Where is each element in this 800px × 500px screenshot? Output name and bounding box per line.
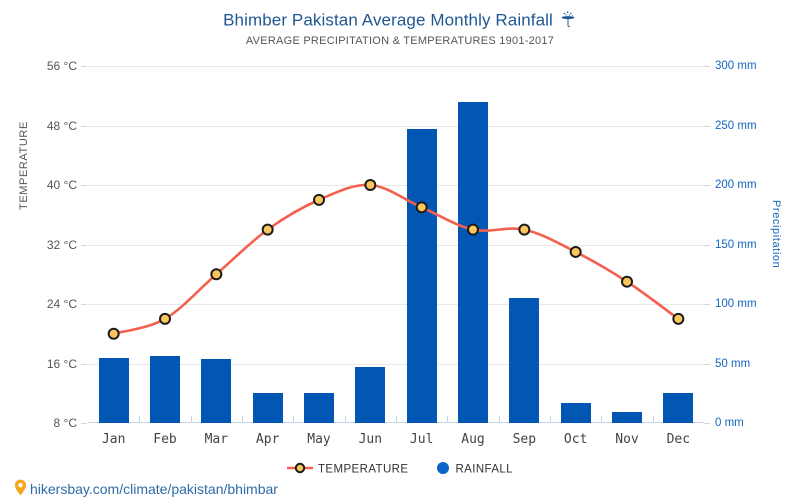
right-axis-tick (704, 423, 710, 424)
rainfall-bar[interactable] (355, 367, 386, 423)
gridline (88, 125, 704, 127)
x-axis-tick (242, 416, 243, 423)
rainfall-bar[interactable] (150, 356, 180, 423)
right-axis-tick-label: 150 mm (715, 238, 757, 251)
plot-area: 8 °C 0 mm 16 °C 50 mm 24 °C 100 mm 32 °C 150 mm… (47, 59, 757, 430)
x-axis-tick (344, 416, 346, 423)
left-axis-tick-label: 32 °C (46, 237, 77, 252)
right-axis-tick (704, 244, 710, 246)
rainfall-bar[interactable] (406, 129, 437, 423)
map-pin-icon (14, 479, 27, 499)
left-axis-title: TEMPERATURE (18, 121, 30, 210)
left-axis-tick-label: 48 °C (46, 118, 77, 133)
right-axis-tick-label: 50 mm (715, 357, 751, 370)
x-axis-label: Nov (615, 432, 639, 447)
gridline (88, 66, 704, 67)
left-axis-tick-label: 16 °C (46, 356, 77, 371)
rainfall-bar[interactable] (612, 412, 642, 423)
x-axis-label: Sep (512, 432, 537, 447)
right-axis-tick-label: 100 mm (715, 298, 757, 310)
rainfall-bar[interactable] (509, 298, 540, 423)
left-axis-tick-label: 24 °C (46, 297, 77, 311)
x-axis-tick (601, 416, 603, 423)
right-axis-tick (704, 304, 710, 305)
left-axis-tick (81, 363, 87, 365)
left-axis-tick-label: 56 °C (46, 59, 77, 73)
legend-line-marker-icon (287, 462, 313, 477)
gridline (88, 185, 704, 186)
x-axis-label: Feb (153, 432, 177, 447)
left-axis-tick-label: 8 °C (53, 416, 77, 430)
rainfall-bar[interactable] (201, 358, 232, 423)
left-axis-tick (81, 304, 87, 305)
right-axis-title: Precipitation (770, 200, 782, 269)
x-axis-label: Jan (101, 432, 126, 447)
left-axis-tick-label: 40 °C (46, 178, 77, 192)
right-axis-tick (704, 125, 710, 127)
left-axis-tick (81, 244, 87, 246)
x-axis-tick (139, 416, 141, 423)
gridline (88, 304, 704, 305)
x-axis-label: Oct (563, 432, 588, 447)
gridline (88, 363, 704, 365)
left-axis-tick (81, 423, 87, 424)
chart-title: Bhimber Pakistan Average Monthly Rainfal… (0, 9, 800, 32)
right-axis-tick (704, 363, 710, 365)
x-axis-label: Jun (358, 432, 383, 447)
rainfall-bar[interactable] (560, 402, 591, 423)
chart-subtitle: AVERAGE PRECIPITATION & TEMPERATURES 190… (245, 35, 555, 47)
legend-item[interactable]: TEMPERATURE (287, 462, 408, 477)
right-axis-tick-label: 200 mm (715, 179, 757, 191)
chart-legend: TEMPERATURE RAINFALL (0, 461, 800, 478)
rainfall-bar[interactable] (98, 357, 129, 423)
source-url: hikersbay.com/climate/pakistan/bhimbar (30, 481, 278, 497)
x-axis-tick (550, 416, 551, 423)
x-axis-tick (190, 416, 192, 423)
left-axis-tick (81, 66, 87, 67)
x-axis-label: May (307, 432, 331, 447)
x-axis-tick (652, 416, 654, 423)
legend-label: TEMPERATURE (318, 463, 409, 476)
right-axis-tick-label: 250 mm (715, 119, 757, 132)
chart-title-text: Bhimber Pakistan Average Monthly Rainfal… (223, 10, 553, 30)
right-axis-tick-label: 300 mm (715, 60, 757, 72)
x-axis-label: Mar (204, 432, 229, 447)
gridline (88, 244, 704, 246)
right-axis-tick (704, 66, 710, 67)
rainfall-bar[interactable] (304, 393, 334, 423)
rainfall-bar[interactable] (663, 393, 694, 423)
left-axis-tick (81, 125, 87, 127)
rainfall-bar[interactable] (252, 393, 283, 423)
x-axis-label: Jul (409, 432, 434, 447)
legend-dot-icon (436, 461, 450, 478)
x-axis-label: Apr (255, 432, 280, 447)
rainfall-bar[interactable] (458, 101, 488, 423)
source-footer[interactable]: hikersbay.com/climate/pakistan/bhimbar (14, 479, 278, 499)
x-axis-tick (447, 416, 449, 423)
x-axis-tick (293, 416, 295, 423)
x-axis-label: Aug (461, 432, 485, 447)
legend-item[interactable]: RAINFALL (436, 461, 513, 478)
x-axis-tick (498, 416, 500, 423)
left-axis-tick (81, 185, 87, 186)
legend-label: RAINFALL (455, 463, 513, 476)
x-axis-tick (396, 416, 397, 423)
right-axis-tick (704, 185, 710, 186)
rain-cloud-icon (559, 10, 577, 33)
x-axis-label: Dec (666, 432, 691, 447)
right-axis-tick-label: 0 mm (715, 417, 744, 429)
